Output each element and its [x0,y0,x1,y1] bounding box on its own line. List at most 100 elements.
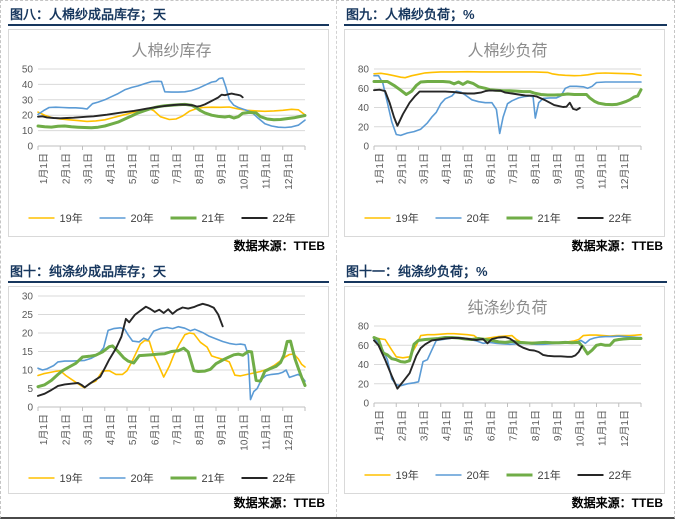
series-line-20年 [37,77,306,129]
x-tick-label: 3月1日 [419,153,431,184]
series-line-19年 [37,106,306,123]
y-tick-label: 20 [22,329,34,340]
series-line-19年 [373,332,642,359]
series-line-19年 [373,70,642,79]
panel-header-text: 图十一：纯涤纱负荷；% [346,264,488,279]
x-tick-label: 9月1日 [552,410,564,441]
y-tick-label: 40 [22,80,34,91]
x-tick-label: 4月1日 [441,153,453,184]
legend-label-22年: 22年 [273,471,296,485]
x-tick-label: 3月1日 [419,410,431,441]
chart-canvas: 纯涤纱负荷 0 20 40 60 80 1月1日 2月1日 3月1日 4月1日 5月1日 6月1日 7月… [344,286,665,494]
x-tick-label: 6月1日 [149,153,161,184]
panel-header-text: 图九：人棉纱负荷；% [346,7,475,22]
legend-label-22年: 22年 [609,211,632,225]
panel-header: 图十一：纯涤纱负荷；% [344,258,667,283]
x-tick-label: 10月1日 [238,153,250,190]
y-tick-label: 60 [358,341,370,352]
x-tick-label: 11月1日 [597,153,609,189]
y-tick-label: 80 [358,65,370,76]
series-line-22年 [37,302,224,397]
x-tick-label: 6月1日 [485,410,497,441]
panel-header-text: 图八：人棉纱成品库存；天 [10,7,167,22]
x-tick-label: 10月1日 [574,410,586,447]
x-tick-label: 6月1日 [485,153,497,184]
x-tick-label: 7月1日 [172,414,184,445]
x-tick-label: 4月1日 [441,410,453,441]
y-tick-label: 40 [358,103,370,114]
x-tick-label: 12月1日 [619,153,631,190]
y-tick-label: 60 [358,84,370,95]
x-tick-label: 10月1日 [574,153,586,190]
y-tick-label: 30 [22,292,34,303]
x-tick-label: 1月1日 [38,414,50,445]
legend-label-22年: 22年 [273,211,296,225]
y-tick-label: 40 [358,360,370,371]
y-tick-label: 20 [22,111,34,122]
series-line-21年 [372,80,643,107]
polyester-yarn-load-chart: 纯涤纱负荷 0 20 40 60 80 1月1日 2月1日 3月1日 4月1日 5月1日 6月1日 7月… [344,286,667,494]
series-line-20年 [373,335,642,387]
x-tick-label: 3月1日 [83,153,95,184]
legend-label-21年: 21年 [202,471,225,485]
x-tick-label: 8月1日 [530,410,542,441]
rayon-yarn-inventory-chart: 人棉纱库存 0 10 20 30 40 50 1月1日 2月1日 3月1日 4月1日 5月1日 6月1日… [8,29,329,237]
x-tick-label: 3月1日 [83,414,95,445]
x-tick-label: 11月1日 [261,153,273,189]
x-tick-label: 4月1日 [105,153,117,184]
legend-label-19年: 19年 [60,211,83,225]
panel-header: 图十：纯涤纱成品库存；天 [8,258,329,283]
y-tick-label: 5 [27,384,33,395]
panel-header: 图八：人棉纱成品库存；天 [8,1,329,26]
chart-border [344,29,665,237]
x-tick-label: 2月1日 [60,414,72,445]
chart-title: 人棉纱库存 [131,42,211,60]
x-tick-label: 9月1日 [552,153,564,184]
data-source-note: 数据来源：TTEB [233,496,325,510]
panel-header: 图九：人棉纱负荷；% [344,1,667,26]
chart-panel-polyester-yarn-inventory: 图十：纯涤纱成品库存；天 0 5 10 15 20 25 30 1月1日 2月1日 3月1日 4月1… [1,258,337,517]
legend-label-19年: 19年 [60,471,83,485]
chart-canvas: 人棉纱负荷 0 20 40 60 80 1月1日 2月1日 3月1日 4月1日 5月1日 6月1日 7月… [344,29,665,237]
x-tick-label: 5月1日 [463,153,475,184]
y-tick-label: 15 [22,347,34,358]
legend-label-19年: 19年 [396,211,419,225]
chart-panel-polyester-yarn-load: 图十一：纯涤纱负荷；% 纯涤纱负荷 0 20 40 60 80 1月1日 2月1日 3月1日 4月… [337,258,674,517]
chart-panel-rayon-yarn-inventory: 图八：人棉纱成品库存；天 人棉纱库存 0 10 20 30 40 50 1月1日 2月1日 3月1… [1,1,337,258]
x-tick-label: 9月1日 [216,414,228,445]
x-tick-label: 8月1日 [530,153,542,184]
y-tick-label: 0 [363,399,369,410]
x-tick-label: 12月1日 [619,410,631,447]
x-tick-label: 5月1日 [127,414,139,445]
chart-panel-rayon-yarn-load: 图九：人棉纱负荷；% 人棉纱负荷 0 20 40 60 80 1月1日 2月1日 3月1日 4月1… [337,1,674,258]
x-tick-label: 1月1日 [38,153,50,184]
series-line-21年 [36,339,307,389]
x-tick-label: 6月1日 [149,414,161,445]
y-tick-label: 10 [22,366,34,377]
x-tick-label: 7月1日 [508,153,520,184]
data-source-note: 数据来源：TTEB [571,239,663,253]
legend-label-21年: 21年 [202,211,225,225]
chart-canvas: 0 5 10 15 20 25 30 1月1日 2月1日 3月1日 4月1日 5月1日 6月1日 7月1日… [8,286,329,494]
legend-label-22年: 22年 [609,468,632,482]
x-tick-label: 2月1日 [396,410,408,441]
y-tick-label: 50 [22,65,34,76]
series-line-21年 [372,336,643,364]
x-tick-label: 7月1日 [508,410,520,441]
x-tick-label: 10月1日 [238,414,250,451]
series-line-22年 [373,336,583,390]
legend-label-21年: 21年 [538,211,561,225]
y-tick-label: 10 [22,126,34,137]
x-tick-label: 1月1日 [374,410,386,441]
chart-title: 人棉纱负荷 [467,42,547,60]
x-tick-label: 2月1日 [60,153,72,184]
polyester-yarn-inventory-chart: 0 5 10 15 20 25 30 1月1日 2月1日 3月1日 4月1日 5月1日 6月1日 7月1日… [8,286,329,494]
series-line-22年 [373,88,581,127]
legend-label-21年: 21年 [538,468,561,482]
y-tick-label: 0 [27,142,33,153]
chart-canvas: 人棉纱库存 0 10 20 30 40 50 1月1日 2月1日 3月1日 4月1日 5月1日 6月1日… [8,29,329,237]
series-line-20年 [37,325,306,401]
rayon-yarn-load-chart: 人棉纱负荷 0 20 40 60 80 1月1日 2月1日 3月1日 4月1日 5月1日 6月1日 7月… [344,29,667,237]
series-line-22年 [37,92,244,120]
x-tick-label: 8月1日 [194,153,206,184]
